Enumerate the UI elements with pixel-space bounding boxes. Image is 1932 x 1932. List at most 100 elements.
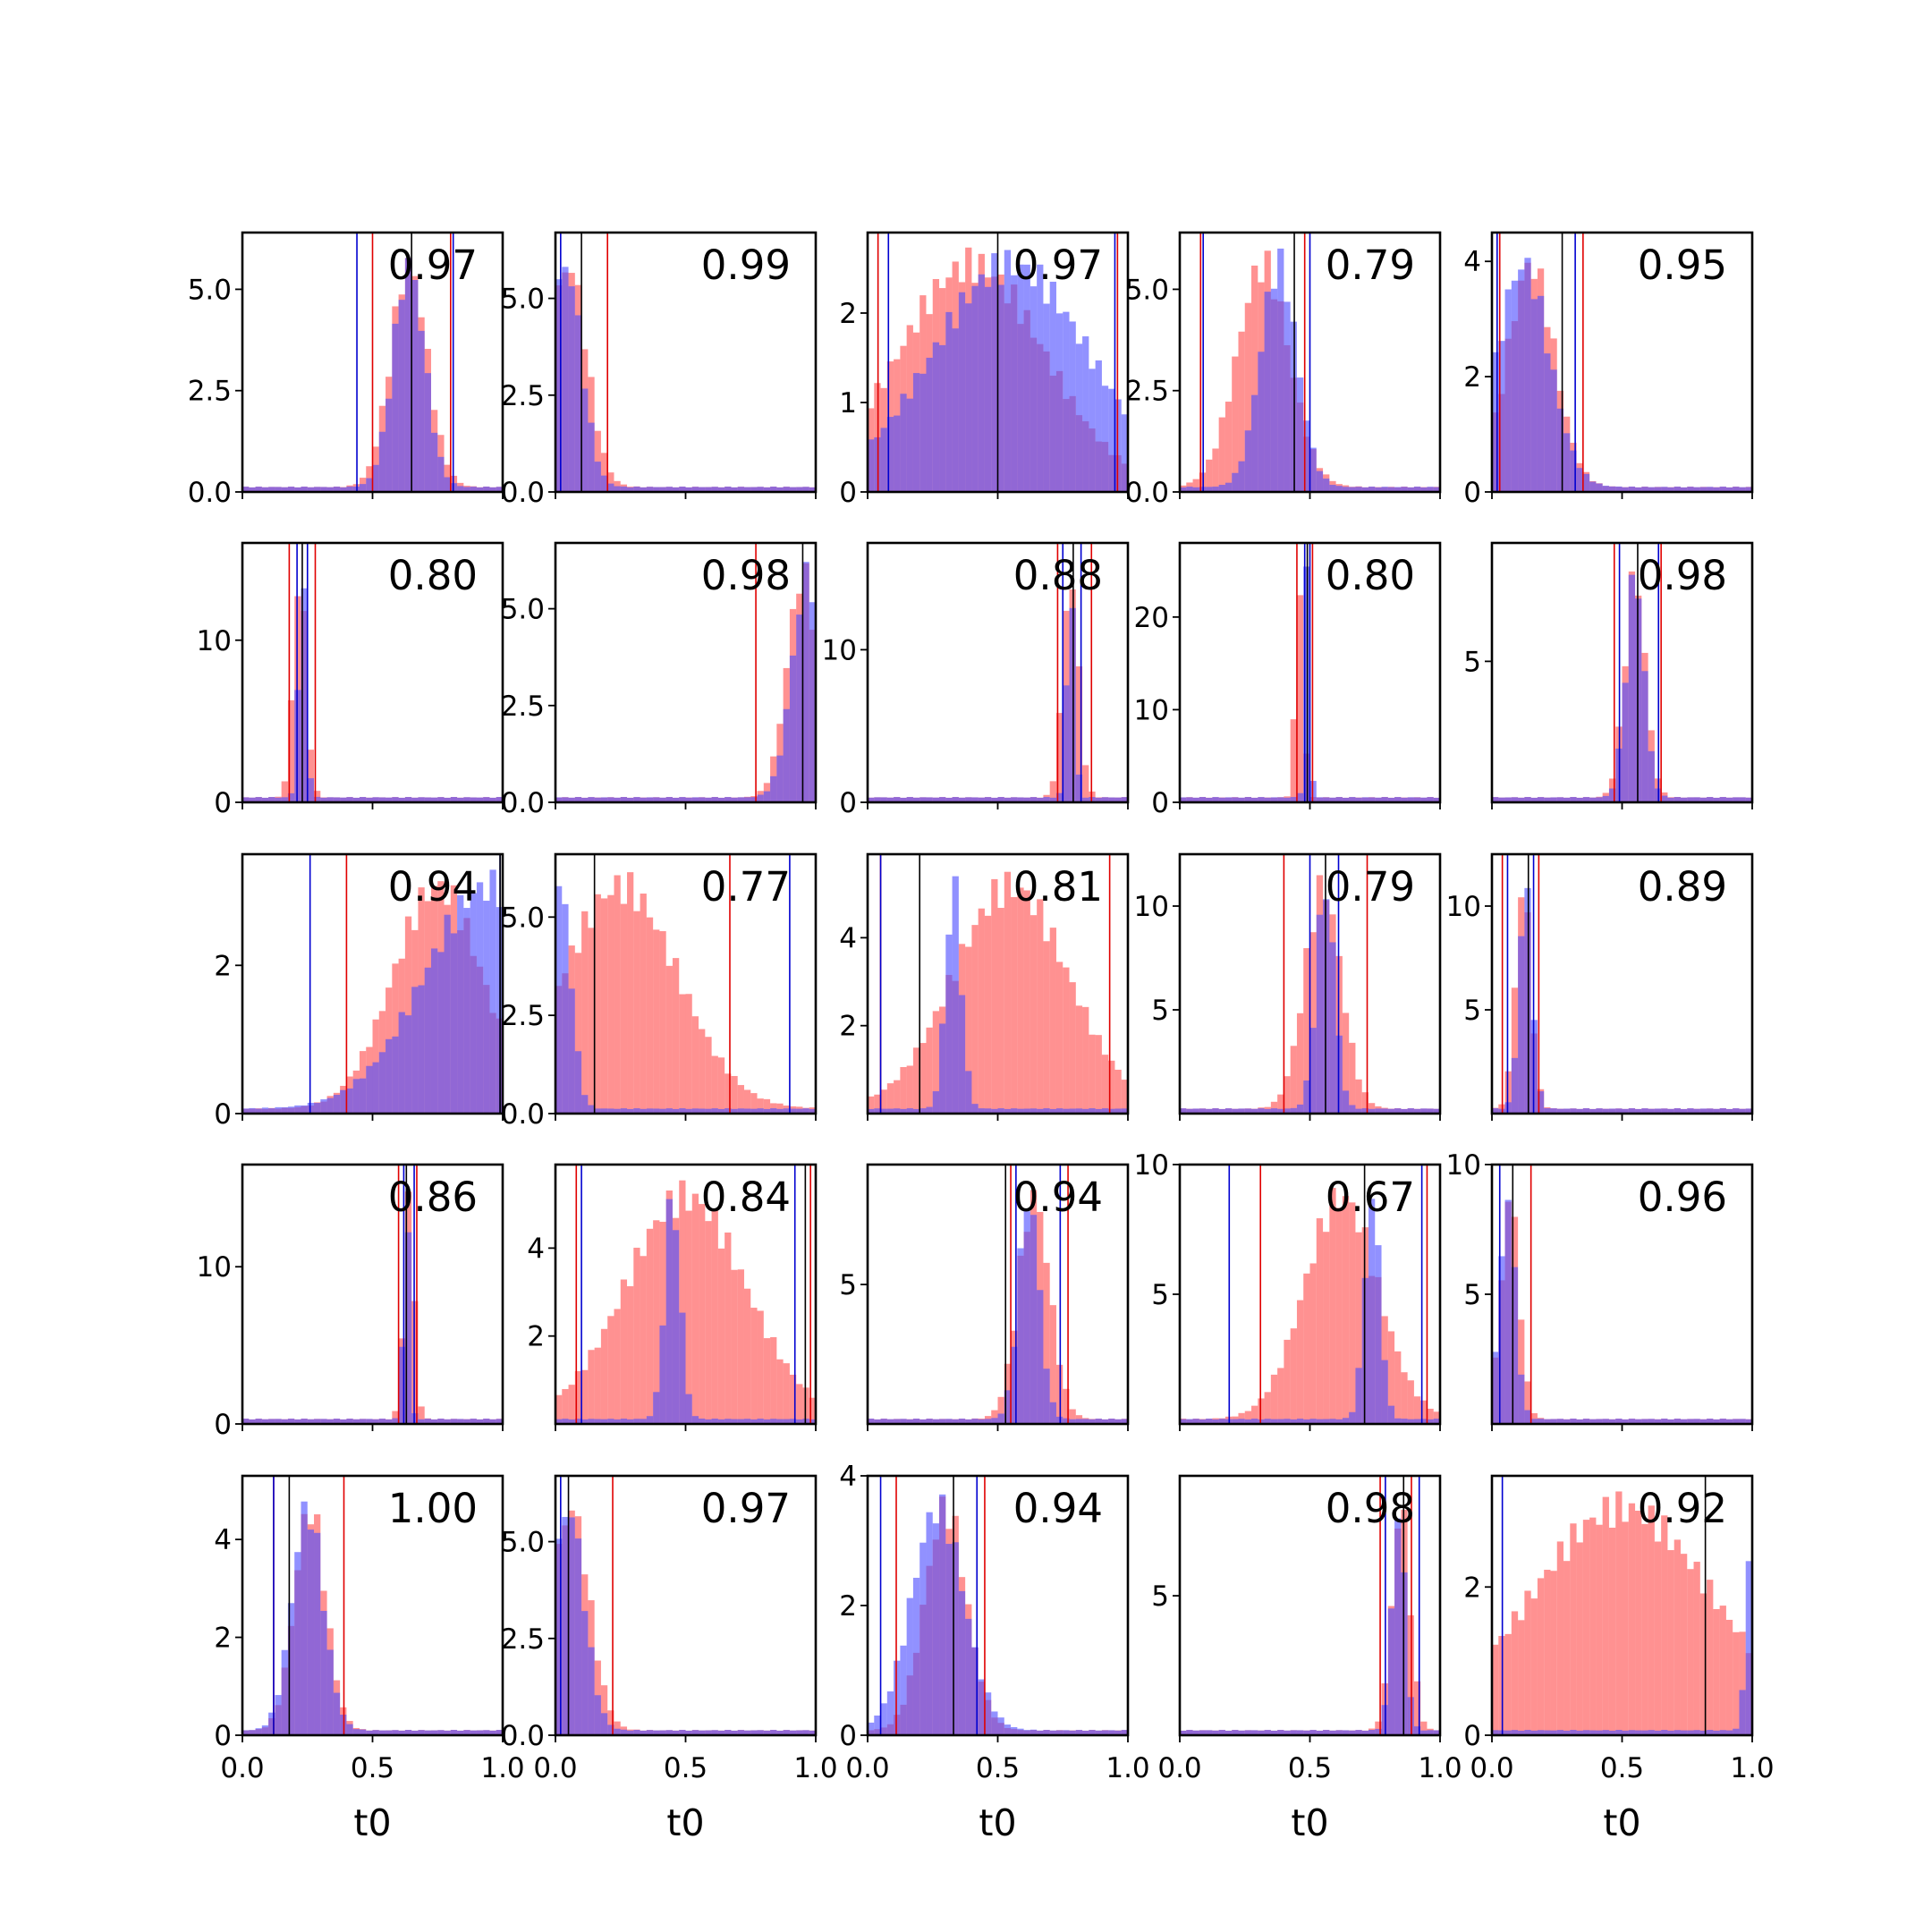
blue-bar	[978, 1108, 985, 1114]
panel-20: 5 10 0.96	[1446, 1149, 1754, 1431]
blue-bar	[378, 431, 386, 492]
blue-bar	[796, 1419, 803, 1424]
red-bar	[1063, 967, 1070, 1114]
blue-bar	[1095, 797, 1102, 802]
red-bar	[614, 875, 621, 1114]
blue-bar	[1596, 797, 1603, 802]
blue-bar	[783, 708, 790, 802]
blue-bar	[1296, 377, 1304, 492]
blue-bar	[1745, 797, 1752, 802]
blue-bar	[326, 797, 334, 802]
panel-24: 5 0.0 0.5 1.0 0.98 t0	[1151, 1474, 1462, 1844]
blue-bar	[437, 952, 445, 1114]
ytick-label: 0	[839, 1720, 857, 1752]
blue-bar	[1589, 1419, 1597, 1424]
blue-bar	[607, 1724, 614, 1735]
blue-bar	[326, 487, 334, 492]
ytick-label: 5.0	[501, 1527, 545, 1559]
blue-bar	[1037, 797, 1044, 802]
blue-bar	[1323, 479, 1330, 492]
blue-bar	[600, 1419, 608, 1424]
blue-bar	[1218, 485, 1225, 492]
red-bar	[1089, 1034, 1096, 1114]
blue-bar	[450, 1419, 458, 1424]
red-bar	[1576, 1542, 1583, 1735]
blue-bar	[1504, 1199, 1512, 1424]
blue-bar	[1498, 797, 1505, 802]
blue-bar	[1563, 433, 1571, 492]
blue-bar	[444, 797, 451, 802]
blue-bar	[1075, 775, 1083, 802]
red-bar	[868, 1096, 875, 1114]
blue-bar	[568, 988, 575, 1114]
blue-bar	[737, 1108, 744, 1114]
blue-bar	[1043, 1368, 1050, 1424]
blue-bar	[971, 1647, 979, 1735]
blue-bar	[1089, 1419, 1096, 1424]
blue-bar	[386, 398, 393, 492]
blue-bar	[1648, 1419, 1655, 1424]
blue-bar	[294, 487, 301, 492]
blue-bar	[1693, 487, 1700, 492]
blue-bar	[1648, 750, 1655, 802]
ytick-label: 0	[1151, 787, 1169, 819]
blue-bar	[776, 755, 784, 802]
blue-bar	[1739, 1690, 1746, 1735]
blue-bar	[242, 1108, 250, 1114]
blue-bar	[932, 1419, 940, 1424]
blue-bar	[802, 1730, 809, 1735]
blue-bar	[588, 422, 595, 492]
blue-bar	[952, 328, 959, 492]
blue-bar	[386, 1419, 393, 1424]
blue-bar	[1570, 1108, 1577, 1114]
blue-bar	[717, 1108, 725, 1114]
blue-bar	[1413, 797, 1421, 802]
blue-bar	[731, 487, 738, 492]
red-bar	[984, 915, 992, 1114]
blue-bar	[737, 487, 744, 492]
blue-bar	[958, 1419, 966, 1424]
blue-bar	[717, 797, 725, 802]
blue-bar	[294, 1105, 301, 1114]
blue-bar	[646, 1416, 654, 1424]
red-bar	[1622, 1521, 1629, 1735]
blue-bar	[483, 797, 490, 802]
blue-bar	[483, 487, 490, 492]
blue-bar	[1667, 1419, 1674, 1424]
blue-bar	[1095, 1108, 1102, 1114]
blue-bar	[1043, 303, 1050, 492]
blue-bar	[1238, 1419, 1245, 1424]
blue-bar	[1264, 1108, 1271, 1114]
blue-bar	[1608, 1419, 1616, 1424]
blue-bar	[1596, 483, 1603, 492]
red-bar	[588, 1350, 595, 1424]
blue-bar	[1582, 1419, 1590, 1424]
blue-bar	[1290, 1107, 1297, 1114]
blue-bar	[1504, 289, 1512, 492]
blue-bar	[1544, 1107, 1551, 1114]
blue-bar	[1284, 301, 1291, 492]
blue-bar	[711, 797, 718, 802]
blue-bar	[574, 315, 582, 492]
blue-bar	[646, 487, 654, 492]
red-bar	[978, 908, 985, 1114]
blue-bar	[366, 1730, 373, 1735]
blue-bar	[1589, 797, 1597, 802]
blue-bar	[984, 1692, 992, 1735]
blue-bar	[1635, 1730, 1642, 1735]
blue-bar	[255, 1108, 262, 1114]
blue-bar	[600, 1108, 608, 1114]
panel-16: 0 10 0.86	[197, 1163, 504, 1441]
xtick-label: 0.0	[1470, 1752, 1513, 1784]
blue-bar	[581, 1419, 589, 1424]
blue-bar	[1589, 1730, 1597, 1735]
blue-bar	[404, 258, 412, 492]
red-bar	[796, 1384, 803, 1424]
blue-bar	[437, 456, 445, 492]
blue-bar	[1680, 1730, 1688, 1735]
blue-bar	[1387, 487, 1395, 492]
blue-bar	[418, 797, 425, 802]
panel-value-label: 0.94	[1013, 1485, 1103, 1532]
red-bar	[1101, 1055, 1109, 1114]
blue-bar	[378, 1052, 386, 1114]
